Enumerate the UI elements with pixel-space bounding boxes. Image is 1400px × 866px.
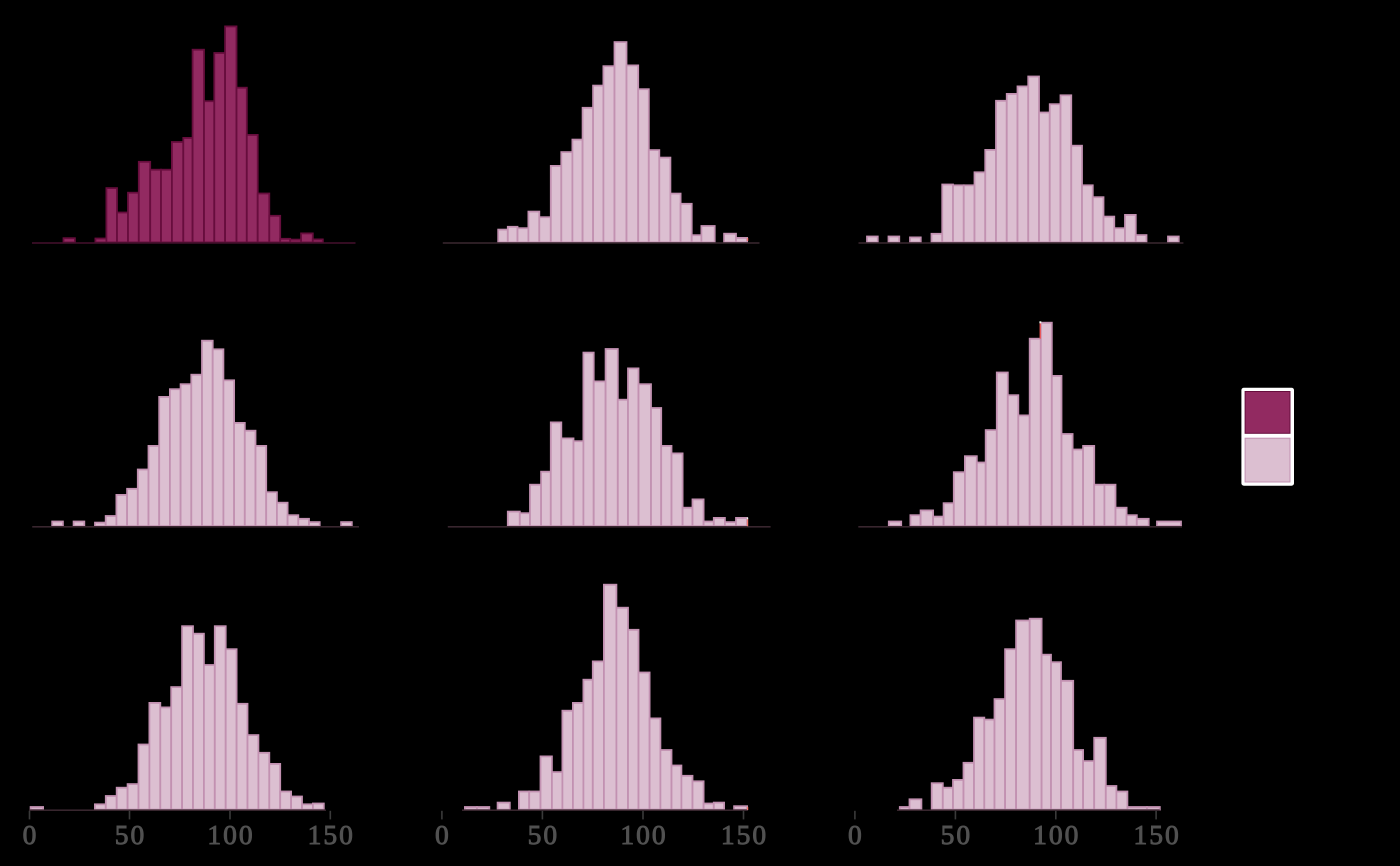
svg-text:0: 0 [23, 819, 39, 850]
svg-text:150: 150 [308, 819, 355, 850]
svg-text:0: 0 [848, 819, 864, 850]
svg-text:50: 50 [528, 819, 560, 850]
svg-text:100: 100 [207, 819, 254, 850]
svg-text:50: 50 [115, 819, 147, 850]
svg-text:50: 50 [941, 819, 973, 850]
svg-text:100: 100 [620, 819, 667, 850]
svg-text:150: 150 [721, 819, 768, 850]
svg-text:100: 100 [1033, 819, 1080, 850]
svg-text:150: 150 [1133, 819, 1180, 850]
svg-text:0: 0 [435, 819, 451, 850]
